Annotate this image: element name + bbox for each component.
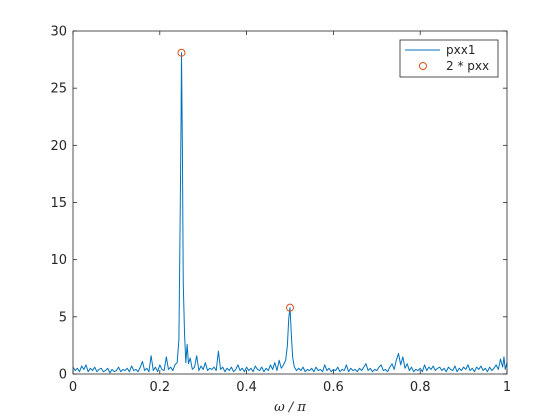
y-tick-label: 20 bbox=[50, 139, 67, 154]
data-point-2pxx bbox=[286, 303, 294, 312]
y-tick-label: 25 bbox=[50, 82, 67, 97]
legend-label: 2 * pxx bbox=[446, 59, 489, 73]
x-tick-label: 1 bbox=[503, 380, 511, 395]
plot-frame bbox=[72, 30, 508, 375]
y-tick-label: 0 bbox=[59, 368, 67, 383]
x-tick-label: 0 bbox=[69, 380, 77, 395]
legend-swatch-marker bbox=[419, 62, 427, 70]
y-tick-label: 10 bbox=[50, 253, 67, 268]
y-tick-label: 15 bbox=[50, 196, 67, 211]
series-line-pxx1 bbox=[72, 52, 508, 374]
x-axis-label: ω / π bbox=[274, 400, 306, 415]
x-tick-label: 0.8 bbox=[410, 380, 431, 395]
legend-box bbox=[399, 39, 499, 78]
x-tick-label: 0.2 bbox=[149, 380, 170, 395]
plot-background bbox=[73, 31, 507, 374]
legend-label: pxx1 bbox=[446, 43, 475, 57]
y-tick-label: 30 bbox=[50, 25, 67, 40]
x-tick-label: 0.4 bbox=[236, 380, 257, 395]
legend: pxx1 2 * pxx bbox=[399, 39, 499, 78]
x-tick-label: 0.6 bbox=[323, 380, 344, 395]
data-point-2pxx bbox=[177, 48, 186, 57]
series-layer bbox=[72, 48, 508, 374]
y-tick-label: 5 bbox=[59, 310, 67, 325]
